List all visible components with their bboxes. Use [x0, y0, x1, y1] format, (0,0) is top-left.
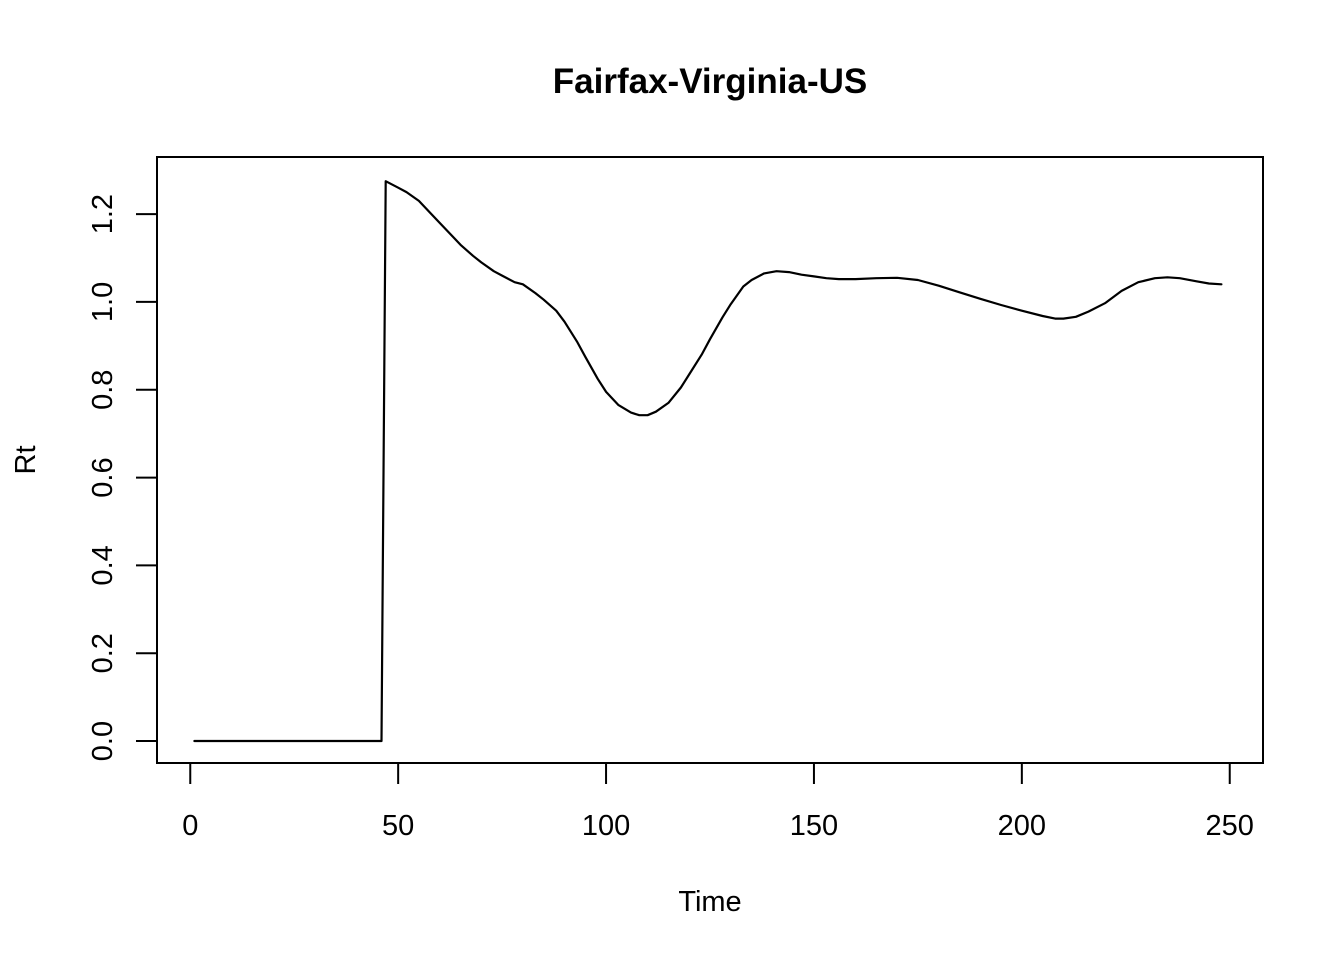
x-tick-label: 250	[1206, 810, 1254, 842]
x-axis-label: Time	[678, 886, 741, 918]
series-layer	[193, 180, 1223, 743]
x-tick-label: 100	[582, 810, 630, 842]
x-tick-label: 50	[382, 810, 414, 842]
x-axis: 0 50 100 150 200 250	[182, 762, 1254, 842]
y-tick-label: 1.0	[87, 282, 119, 322]
x-tick-label: 0	[182, 810, 198, 842]
y-tick-label: 0.2	[87, 633, 119, 673]
y-tick-label: 0.0	[87, 721, 119, 761]
y-axis-label: Rt	[10, 446, 42, 475]
rt-series-line	[193, 180, 1223, 743]
y-tick-label: 0.6	[87, 457, 119, 497]
x-tick-label: 200	[998, 810, 1046, 842]
x-tick-label: 150	[790, 810, 838, 842]
y-tick-label: 0.8	[87, 370, 119, 410]
y-tick-label: 1.2	[87, 194, 119, 234]
y-axis: 0.0 0.2 0.4 0.6 0.8 1.0 1.2	[87, 194, 158, 761]
chart-title: Fairfax-Virginia-US	[553, 62, 867, 101]
y-tick-label: 0.4	[87, 545, 119, 585]
